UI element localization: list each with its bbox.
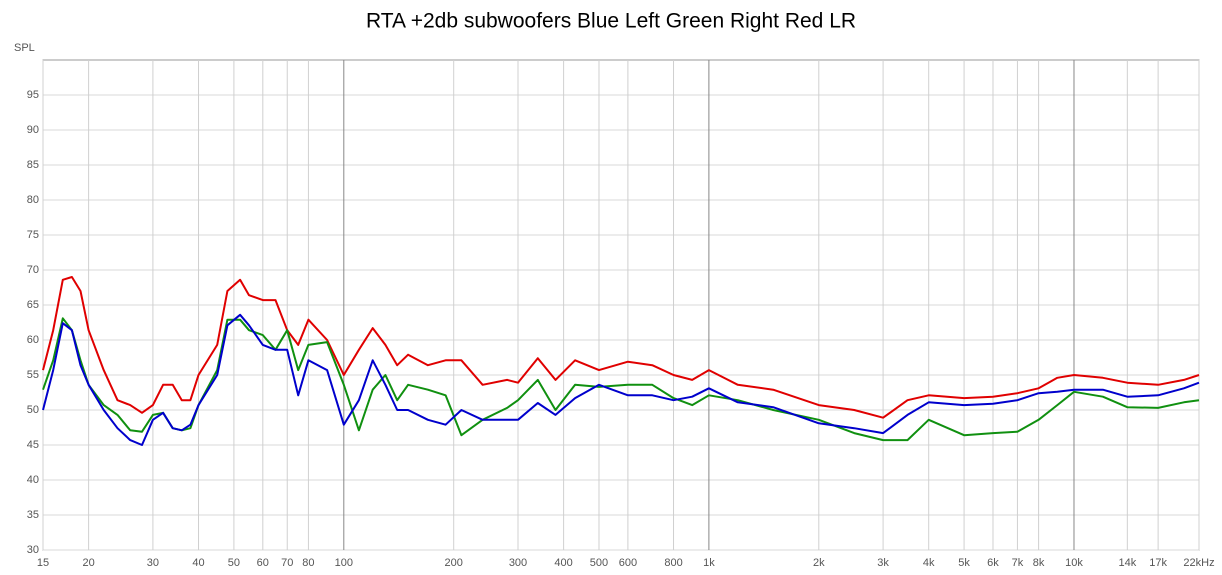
y-tick-label: 50: [27, 404, 39, 416]
y-tick-label: 45: [27, 439, 39, 451]
x-tick-label: 7k: [1012, 557, 1024, 569]
series-line: [42, 276, 1200, 419]
x-tick-label: 15: [37, 557, 49, 569]
series-line: [42, 317, 1200, 442]
y-tick-label: 35: [27, 509, 39, 521]
y-tick-label: 85: [27, 159, 39, 171]
x-tick-label: 22kHz: [1183, 557, 1214, 569]
y-axis-label: SPL: [14, 42, 35, 54]
x-tick-label: 50: [228, 557, 240, 569]
x-tick-label: 1k: [703, 557, 715, 569]
x-tick-label: 30: [147, 557, 159, 569]
chart-title: RTA +2db subwoofers Blue Left Green Righ…: [366, 10, 856, 33]
x-tick-label: 60: [257, 557, 269, 569]
series-line: [42, 313, 1200, 446]
x-tick-label: 200: [445, 557, 463, 569]
x-tick-label: 10k: [1065, 557, 1083, 569]
x-tick-label: 4k: [923, 557, 935, 569]
x-tick-label: 14k: [1118, 557, 1136, 569]
y-tick-label: 70: [27, 264, 39, 276]
x-tick-label: 400: [554, 557, 572, 569]
x-tick-label: 17k: [1149, 557, 1167, 569]
x-tick-label: 20: [82, 557, 94, 569]
x-tick-label: 2k: [813, 557, 825, 569]
x-tick-label: 500: [590, 557, 608, 569]
x-tick-label: 800: [664, 557, 682, 569]
y-tick-label: 60: [27, 334, 39, 346]
y-tick-label: 95: [27, 89, 39, 101]
x-tick-label: 80: [302, 557, 314, 569]
x-tick-label: 40: [192, 557, 204, 569]
x-tick-label: 300: [509, 557, 527, 569]
x-tick-label: 6k: [987, 557, 999, 569]
x-tick-label: 100: [335, 557, 353, 569]
x-tick-label: 600: [619, 557, 637, 569]
y-tick-label: 80: [27, 194, 39, 206]
y-tick-label: 30: [27, 544, 39, 556]
x-tick-label: 8k: [1033, 557, 1045, 569]
y-tick-label: 90: [27, 124, 39, 136]
y-tick-label: 55: [27, 369, 39, 381]
y-tick-label: 75: [27, 229, 39, 241]
x-tick-label: 5k: [958, 557, 970, 569]
y-tick-label: 40: [27, 474, 39, 486]
x-tick-label: 3k: [877, 557, 889, 569]
y-tick-label: 65: [27, 299, 39, 311]
x-tick-label: 70: [281, 557, 293, 569]
